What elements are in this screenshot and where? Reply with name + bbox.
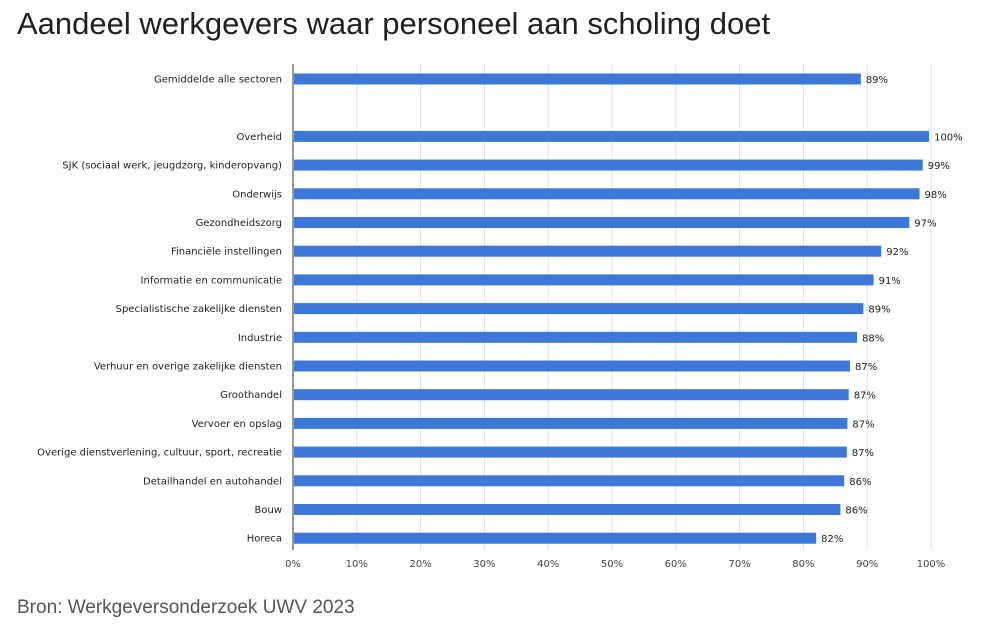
bar-chart: Gemiddelde alle sectoren Overheid SJK (soc… bbox=[37, 64, 963, 570]
value-label: 99% bbox=[928, 161, 950, 172]
value-label: 87% bbox=[852, 419, 874, 430]
bar bbox=[294, 532, 817, 544]
bar bbox=[294, 73, 861, 85]
category-label: Verhuur en overige zakelijke diensten bbox=[94, 362, 282, 373]
category-label: Financiële instellingen bbox=[171, 247, 282, 258]
category-label: Industrie bbox=[238, 333, 282, 344]
bar bbox=[294, 245, 882, 257]
value-label: 86% bbox=[845, 506, 867, 517]
bar bbox=[294, 274, 874, 286]
category-label: Informatie en communicatie bbox=[141, 275, 282, 286]
value-label: 86% bbox=[849, 477, 871, 488]
value-label: 82% bbox=[821, 534, 843, 545]
x-tick-label: 40% bbox=[537, 559, 559, 570]
category-label: Overheid bbox=[237, 132, 283, 143]
category-label: Gemiddelde alle sectoren bbox=[154, 75, 282, 86]
x-tick-label: 0% bbox=[285, 559, 301, 570]
bar bbox=[294, 159, 923, 171]
category-label: Overige dienstverlening, cultuur, sport,… bbox=[37, 448, 282, 459]
value-label: 87% bbox=[852, 448, 874, 459]
value-label: 92% bbox=[886, 247, 908, 258]
x-tick-label: 100% bbox=[917, 559, 946, 570]
x-axis-ticks: 0% 10% 20% 30% 40% 50% 60% 70% 80% 90% 100% bbox=[285, 559, 945, 570]
x-tick-label: 10% bbox=[346, 559, 368, 570]
bar bbox=[294, 417, 848, 429]
bar bbox=[294, 188, 920, 200]
value-label: 98% bbox=[925, 190, 947, 201]
bar bbox=[294, 504, 841, 515]
category-label: SJK (sociaal werk, jeugdzorg, kinderopva… bbox=[62, 161, 282, 172]
x-tick-label: 50% bbox=[601, 559, 623, 570]
value-label: 91% bbox=[879, 276, 901, 287]
category-label: Detailhandel en autohandel bbox=[143, 476, 282, 487]
value-label: 87% bbox=[855, 362, 877, 373]
value-labels: 89% 100% 99% 98% 97% 92% 91% 89% 88% 87% 87% 87% 87%… bbox=[821, 75, 963, 545]
bar bbox=[294, 389, 849, 401]
category-label: Specialistische zakelijke diensten bbox=[116, 304, 282, 315]
x-tick-label: 90% bbox=[856, 559, 878, 570]
source-note: Bron: Werkgeversonderzoek UWV 2023 bbox=[17, 597, 355, 618]
bar bbox=[294, 303, 864, 315]
category-label: Horeca bbox=[247, 534, 282, 545]
bar bbox=[294, 331, 857, 343]
bar bbox=[294, 360, 850, 372]
category-label: Gezondheidszorg bbox=[196, 218, 282, 229]
chart-title: Aandeel werkgevers waar personeel aan sc… bbox=[17, 6, 771, 41]
x-tick-label: 20% bbox=[409, 559, 431, 570]
category-labels: Gemiddelde alle sectoren Overheid SJK (soc… bbox=[37, 75, 282, 545]
x-tick-label: 60% bbox=[665, 559, 687, 570]
category-label: Vervoer en opslag bbox=[192, 419, 282, 430]
value-label: 100% bbox=[934, 132, 963, 143]
category-label: Onderwijs bbox=[232, 189, 282, 200]
bars bbox=[294, 73, 930, 544]
x-tick-label: 70% bbox=[728, 559, 750, 570]
category-label: Groothandel bbox=[220, 390, 282, 401]
value-label: 88% bbox=[862, 333, 884, 344]
category-label: Bouw bbox=[255, 505, 283, 516]
value-label: 97% bbox=[914, 219, 936, 230]
bar bbox=[294, 475, 845, 487]
value-label: 89% bbox=[866, 75, 888, 86]
bar bbox=[294, 446, 847, 458]
value-label: 89% bbox=[868, 305, 890, 316]
x-tick-label: 80% bbox=[792, 559, 814, 570]
x-tick-label: 30% bbox=[473, 559, 495, 570]
value-label: 87% bbox=[854, 391, 876, 402]
bar bbox=[294, 130, 930, 142]
bar bbox=[294, 217, 910, 228]
